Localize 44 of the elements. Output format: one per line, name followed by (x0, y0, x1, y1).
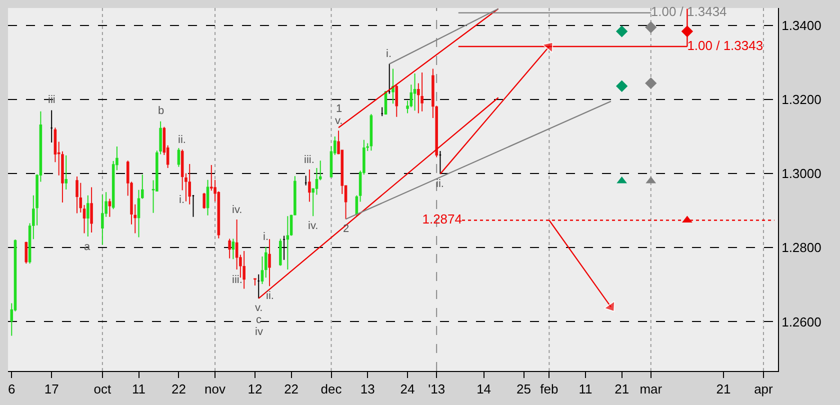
annotation: iv. (232, 204, 242, 216)
annotation: i. (263, 231, 268, 243)
annotation: 2 (343, 223, 350, 235)
annotation: iii. (304, 154, 314, 166)
x-tick-label: 13 (360, 382, 375, 397)
data-label: 1.2874 (422, 211, 462, 226)
y-tick-label: 1.3200 (782, 92, 822, 108)
y-tick-label: 1.2600 (782, 314, 822, 330)
data-label: 1.00 / 1.3434 (650, 4, 727, 20)
x-tick-label: 12 (248, 382, 262, 397)
x-tick-label: 14 (476, 382, 492, 397)
annotation: i. (386, 48, 392, 60)
x-tick-label: apr (754, 382, 774, 397)
x-tick-label: nov (204, 382, 226, 397)
annotation: iv. (308, 220, 318, 232)
x-tick-label: 17 (44, 382, 59, 397)
y-tick-label: 1.2800 (782, 240, 822, 256)
x-tick-label: 21 (614, 382, 630, 397)
x-tick-label: mar (640, 382, 663, 397)
y-tick-label: 1.3400 (782, 18, 822, 33)
annotation: i. (179, 194, 184, 206)
x-tick-label: 22 (171, 382, 186, 397)
annotation: v. (255, 302, 263, 314)
annotation: ii. (266, 290, 274, 302)
y-tick-label: 1.3000 (782, 166, 822, 182)
annotation: iv (255, 326, 264, 338)
x-tick-label: 24 (400, 382, 415, 397)
annotation: ii. (178, 134, 186, 146)
annotation: c (256, 314, 262, 326)
x-tick-label: 21 (716, 382, 731, 397)
annotation: iii. (232, 274, 242, 286)
x-tick-label: '13 (428, 382, 446, 397)
annotation: 1 (336, 103, 342, 115)
annotation: b (158, 105, 164, 117)
x-tick-label: 11 (578, 382, 592, 397)
x-tick-label: feb (540, 382, 558, 397)
x-tick-label: 6 (8, 382, 16, 397)
annotation: v. (335, 115, 343, 127)
x-tick-label: 11 (132, 382, 146, 397)
x-tick-label: dec (320, 382, 342, 397)
x-tick-label: 25 (516, 382, 531, 397)
x-tick-label: 22 (284, 382, 299, 397)
x-tick-label: oct (94, 382, 112, 397)
data-label: 1.00 / 1.3343 (687, 38, 764, 53)
